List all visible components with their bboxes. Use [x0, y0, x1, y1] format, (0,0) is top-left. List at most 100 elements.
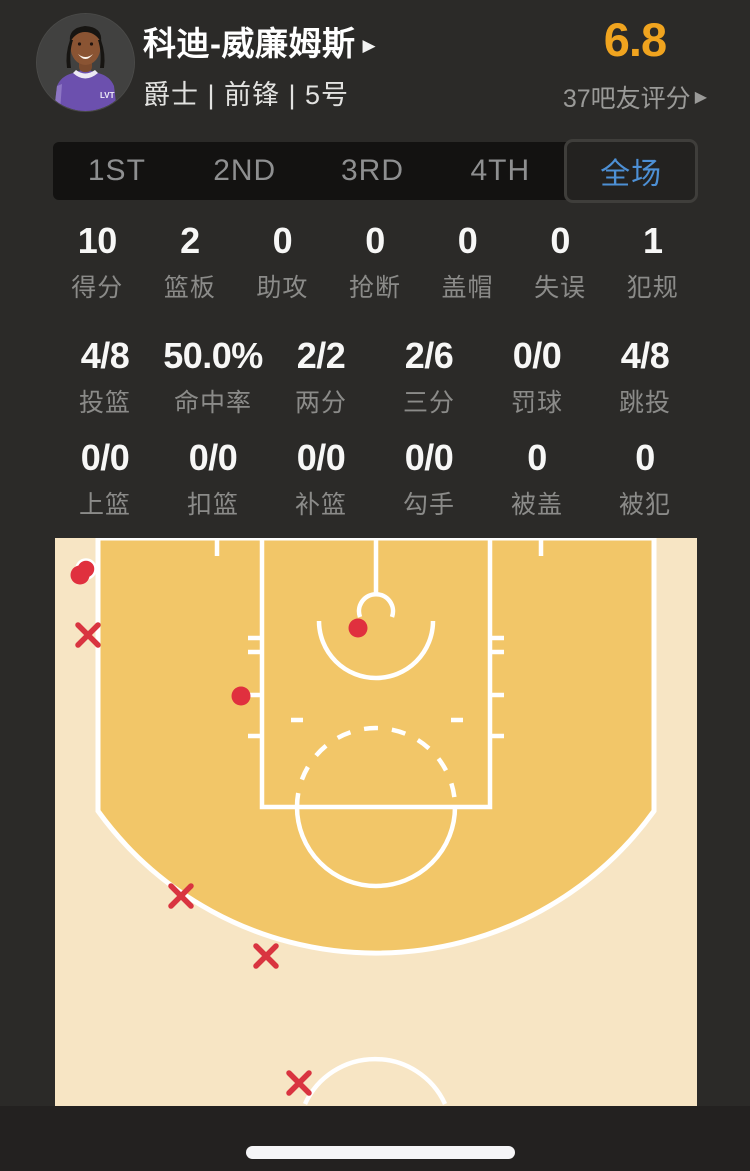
stat-被盖: 0 被盖	[483, 437, 591, 521]
stat-value: 0	[635, 437, 655, 478]
stat-两分: 2/2 两分	[267, 335, 375, 419]
stat-label: 命中率	[173, 389, 252, 417]
stat-label: 失误	[534, 274, 587, 302]
stat-value: 2	[180, 220, 200, 261]
missed-shot-marker	[286, 1070, 312, 1096]
shot-chart	[55, 535, 697, 1106]
player-identity: 科迪-威廉姆斯 ▶ 爵士 | 前锋 | 5号	[143, 26, 376, 112]
rating-block[interactable]: 6.8 37吧友评分 ▶	[563, 16, 707, 115]
stat-label: 补篮	[294, 491, 347, 519]
stat-row-1: 10 得分 2 篮板 0 助攻 0 抢断 0 盖帽 0 失误 1 犯规	[51, 220, 699, 304]
stat-value: 1	[642, 220, 663, 261]
rating-value: 6.8	[603, 13, 667, 66]
tab-label: 3RD	[340, 154, 404, 187]
stat-犯规: 1 犯规	[606, 220, 699, 304]
stat-label: 篮板	[163, 274, 216, 302]
tab-label: 全场	[600, 158, 663, 191]
tab-label: 2ND	[213, 154, 277, 187]
rating-caption: 37吧友评分	[562, 85, 691, 113]
stat-跳投: 4/8 跳投	[591, 338, 699, 419]
stat-value: 0/0	[80, 437, 130, 478]
made-shot-marker	[348, 618, 368, 638]
stat-value: 0	[457, 220, 478, 261]
player-avatar[interactable]: LVT	[37, 14, 134, 111]
player-avatar-image: LVT	[37, 14, 134, 111]
stat-value: 4/8	[80, 335, 130, 376]
stat-value: 0	[550, 220, 570, 261]
made-shot-marker	[231, 686, 251, 706]
stat-label: 犯规	[626, 274, 679, 302]
stat-value: 2/2	[296, 335, 346, 376]
stat-value: 0	[272, 220, 293, 261]
stat-label: 扣篮	[186, 491, 239, 519]
stat-补篮: 0/0 补篮	[267, 437, 375, 521]
stat-命中率: 50.0% 命中率	[159, 338, 267, 419]
stat-label: 被犯	[618, 491, 671, 519]
stat-row-2: 4/8 投篮 50.0% 命中率 2/2 两分 2/6 三分 0/0 罚球 4/8 跳投	[51, 335, 699, 419]
missed-shot-marker	[75, 622, 101, 648]
stat-label: 抢断	[348, 274, 401, 302]
tab-4th[interactable]: 4TH	[436, 142, 564, 200]
stat-上篮: 0/0 上篮	[51, 437, 159, 521]
player-name: 科迪-威廉姆斯	[143, 25, 356, 62]
free-throw-circle-dashed	[294, 725, 458, 808]
stat-失误: 0 失误	[514, 220, 607, 304]
stat-row-3: 0/0 上篮 0/0 扣篮 0/0 补篮 0/0 勾手 0 被盖 0 被犯	[51, 437, 699, 521]
rim-hoop	[356, 592, 396, 618]
baseline-hash-marks	[214, 540, 544, 556]
stat-扣篮: 0/0 扣篮	[159, 437, 267, 521]
stat-value: 0/0	[404, 437, 454, 478]
stat-抢断: 0 抢断	[329, 220, 422, 304]
free-throw-circle-solid	[294, 806, 458, 889]
stat-label: 上篮	[78, 491, 131, 519]
three-point-line	[95, 535, 657, 956]
stat-label: 三分	[402, 389, 455, 417]
lane-ticks-right	[490, 635, 504, 739]
stat-label: 被盖	[510, 491, 563, 519]
stat-label: 助攻	[256, 274, 309, 302]
player-name-row[interactable]: 科迪-威廉姆斯 ▶	[143, 26, 376, 62]
lane-ticks-left	[248, 635, 262, 739]
stat-篮板: 2 篮板	[144, 220, 237, 304]
stat-label: 投篮	[78, 389, 131, 417]
restricted-area-arc	[316, 620, 436, 681]
stat-三分: 2/6 三分	[375, 338, 483, 419]
quarter-tabbar: 1ST 2ND 3RD 4TH 全场	[53, 139, 698, 203]
stat-得分: 10 得分	[51, 220, 144, 304]
court-lines	[214, 538, 544, 1105]
stat-value: 0	[365, 220, 385, 261]
tab-1st[interactable]: 1ST	[53, 142, 181, 200]
court-diagram	[55, 535, 697, 1106]
stat-value: 0/0	[188, 437, 238, 478]
bottom-bar	[0, 1106, 750, 1171]
tab-label: 1ST	[87, 154, 146, 187]
made-shot-marker	[70, 565, 90, 585]
center-circle-arc	[302, 1056, 448, 1105]
avatar-jersey-text: LVT	[100, 91, 115, 100]
tab-full-game[interactable]: 全场	[564, 139, 698, 203]
missed-shot-marker	[253, 943, 279, 969]
home-indicator[interactable]	[246, 1146, 515, 1159]
stat-被犯: 0 被犯	[591, 437, 699, 521]
tab-2nd[interactable]: 2ND	[181, 142, 309, 200]
stat-勾手: 0/0 勾手	[375, 437, 483, 521]
player-team-line: 爵士 | 前锋 | 5号	[143, 80, 350, 110]
stat-value: 0/0	[296, 437, 346, 478]
stat-label: 两分	[294, 389, 347, 417]
stat-助攻: 0 助攻	[236, 220, 329, 304]
tab-3rd[interactable]: 3RD	[309, 142, 437, 200]
stat-罚球: 0/0 罚球	[483, 335, 591, 419]
tab-label: 4TH	[470, 154, 531, 187]
stat-value: 0	[527, 437, 547, 478]
stat-value: 0/0	[512, 335, 562, 376]
name-caret-icon: ▶	[362, 35, 376, 55]
stat-盖帽: 0 盖帽	[421, 220, 514, 304]
rating-caret-icon: ▶	[694, 89, 707, 106]
missed-shot-marker	[168, 883, 194, 909]
stat-value: 10	[77, 220, 118, 261]
key-lane	[259, 538, 493, 810]
stat-label: 得分	[71, 274, 124, 302]
shot-markers	[70, 558, 368, 1096]
stat-label: 盖帽	[441, 274, 494, 302]
